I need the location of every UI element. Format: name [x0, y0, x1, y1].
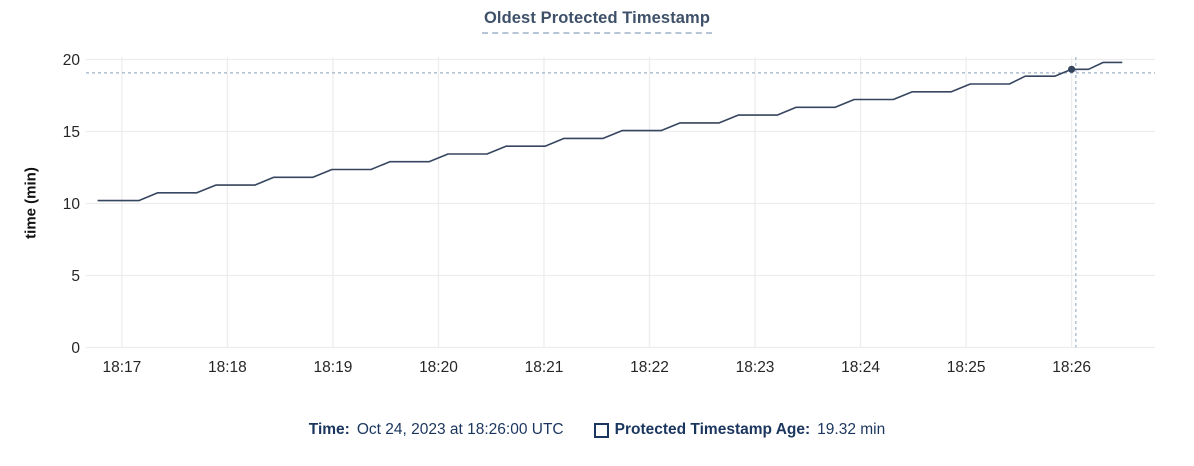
- y-tick-label: 10: [63, 196, 81, 213]
- series-swatch-icon: [593, 422, 609, 438]
- x-tick-label: 18:17: [102, 359, 141, 376]
- x-tick-label: 18:18: [208, 359, 247, 376]
- series-line-protected-timestamp-age: [97, 61, 1123, 202]
- tooltip-time-label: Time:: [308, 421, 350, 438]
- y-tick-label: 15: [63, 124, 80, 141]
- y-tick-label: 0: [71, 340, 80, 357]
- tooltip-age-value: 19.32 min: [817, 421, 886, 438]
- x-tick-label: 18:24: [841, 359, 880, 376]
- tooltip-age-label: Protected Timestamp Age:: [614, 421, 811, 438]
- hover-tooltip-bar: Time: Oct 24, 2023 at 18:26:00 UTC Prote…: [0, 421, 1194, 439]
- x-tick-label: 18:20: [419, 359, 458, 376]
- x-tick-label: 18:21: [525, 359, 564, 376]
- x-tick-label: 18:19: [314, 359, 353, 376]
- y-tick-label: 20: [63, 52, 81, 69]
- chart-header: Oldest Protected Timestamp: [0, 9, 1194, 34]
- tooltip-time-value: Oct 24, 2023 at 18:26:00 UTC: [356, 421, 564, 438]
- x-tick-label: 18:25: [947, 359, 986, 376]
- x-tick-label: 18:26: [1052, 359, 1091, 376]
- chart-title[interactable]: Oldest Protected Timestamp: [481, 9, 713, 34]
- x-tick-label: 18:22: [630, 359, 669, 376]
- legend-item-protected-timestamp-age[interactable]: Protected Timestamp Age:: [593, 421, 811, 439]
- x-tick-label: 18:23: [736, 359, 775, 376]
- hover-marker-dot: [1068, 65, 1076, 73]
- y-tick-label: 5: [71, 268, 80, 285]
- plot-area[interactable]: 18:17 18:18 18:19 18:20 18:21 18:22 18:23 18:24…: [0, 0, 1194, 392]
